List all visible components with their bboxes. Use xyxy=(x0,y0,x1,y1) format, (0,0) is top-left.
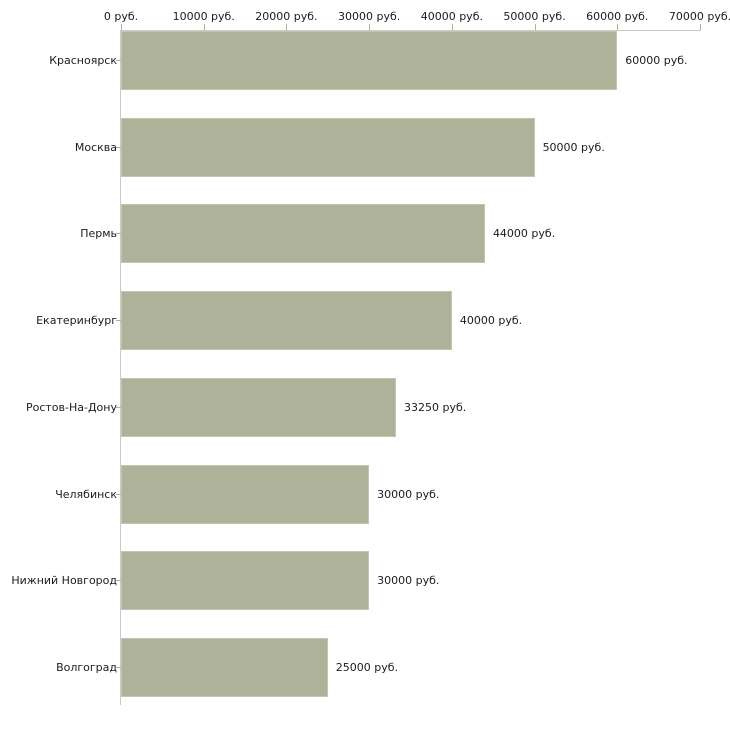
x-axis-tick-mark xyxy=(286,24,288,30)
category-tick-mark xyxy=(116,233,121,235)
x-axis-tick-mark xyxy=(451,24,453,30)
category-label: Пермь xyxy=(80,227,117,241)
bar-ростов-на-дону xyxy=(121,377,397,437)
category-tick-mark xyxy=(116,146,121,148)
category-label: Волгоград xyxy=(56,660,117,674)
x-axis-tick-label: 50000 руб. xyxy=(503,10,566,23)
x-axis-tick-mark xyxy=(617,24,619,30)
y-axis-line xyxy=(120,30,121,705)
x-axis-tick-label: 40000 руб. xyxy=(420,10,483,23)
category-tick-mark xyxy=(116,493,121,495)
x-axis-tick-mark xyxy=(369,24,371,30)
category-label: Нижний Новгород xyxy=(11,574,117,588)
x-axis-tick-label: 60000 руб. xyxy=(586,10,649,23)
value-label: 44000 руб. xyxy=(492,227,556,241)
category-label: Москва xyxy=(74,140,117,154)
bar-красноярск xyxy=(121,31,618,90)
category-tick-mark xyxy=(116,406,121,408)
bar-челябинск xyxy=(121,464,370,524)
x-axis-tick-label: 30000 руб. xyxy=(338,10,401,23)
bar-нижний новгород xyxy=(121,551,370,611)
value-label: 30000 руб. xyxy=(377,487,440,501)
x-axis-line xyxy=(121,30,701,31)
category-label: Челябинск xyxy=(55,487,117,501)
category-label: Красноярск xyxy=(49,54,117,67)
x-axis-tick-label: 0 руб. xyxy=(103,10,139,23)
category-tick-mark xyxy=(116,60,121,61)
x-axis-tick-label: 10000 руб. xyxy=(172,10,235,23)
x-axis-tick-mark xyxy=(534,24,536,30)
x-axis-tick-label: 20000 руб. xyxy=(255,10,318,23)
bar-пермь xyxy=(121,204,485,264)
value-label: 33250 руб. xyxy=(404,400,467,414)
x-axis-tick-mark xyxy=(121,24,122,30)
value-label: 30000 руб. xyxy=(377,574,440,588)
category-label: Екатеринбург xyxy=(36,314,117,328)
value-label: 25000 руб. xyxy=(335,660,399,674)
value-label: 60000 руб. xyxy=(625,54,688,67)
bar-волгоград xyxy=(121,637,328,697)
category-label: Ростов-На-Дону xyxy=(25,400,117,414)
category-tick-mark xyxy=(116,666,121,668)
bar-екатеринбург xyxy=(121,291,452,351)
bar-москва xyxy=(121,117,535,177)
value-label: 50000 руб. xyxy=(542,140,605,154)
value-label: 40000 руб. xyxy=(459,314,523,328)
x-axis-tick-mark xyxy=(203,24,205,30)
category-tick-mark xyxy=(116,320,121,322)
x-axis-tick-mark xyxy=(700,24,701,30)
category-tick-mark xyxy=(116,580,121,582)
x-axis-tick-label: 70000 руб. xyxy=(668,10,730,23)
